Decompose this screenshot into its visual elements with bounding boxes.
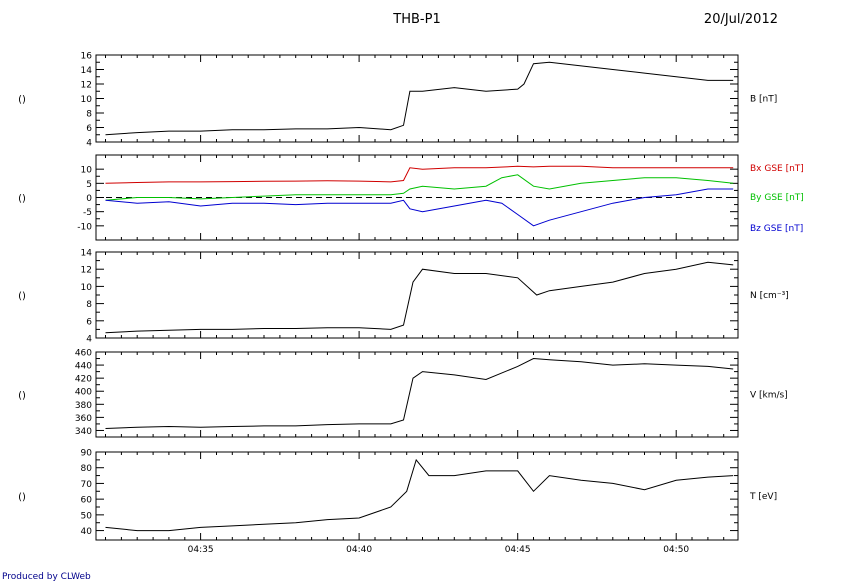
series-line	[105, 174, 734, 201]
panel-2: -10 -5 0 5 10 () Bx GSE [nT] By GSE [nT] Bz GSE …	[18, 154, 804, 241]
y-tick-label: 80	[81, 464, 93, 474]
panel-3: 4 6 8 10 12 14 () N [cm⁻³]	[18, 249, 789, 345]
credit-text: Produced by CLWeb	[2, 572, 91, 582]
y-tick-label: 12	[81, 81, 92, 91]
y-tick-label: 5	[86, 180, 92, 190]
panel-1: 4 6 8 10 12 14 16 () B [nT]	[18, 52, 777, 149]
x-tick-label: 04:50	[663, 545, 689, 555]
y-tick-label: 4	[86, 335, 92, 345]
x-tick-label: 04:40	[346, 545, 372, 555]
y-axis-label: ()	[18, 492, 26, 503]
figure-title: THB-P1	[392, 12, 440, 27]
y-tick-label: 40	[81, 527, 93, 537]
series-label: Bz GSE [nT]	[750, 224, 803, 234]
y-tick-label: 6	[86, 317, 92, 327]
x-tick-label: 04:45	[505, 545, 531, 555]
series-line	[105, 458, 734, 532]
y-tick-label: 10	[81, 283, 93, 293]
panel-4: 340 360 380 400 420 440 460 () V [km/s]	[18, 349, 788, 438]
y-tick-label: 50	[81, 511, 93, 521]
x-tick-label: 04:35	[188, 545, 214, 555]
y-tick-label: 14	[81, 66, 93, 76]
y-tick-label: 70	[81, 480, 93, 490]
y-tick-label: -5	[83, 208, 92, 218]
y-tick-label: 0	[86, 194, 92, 204]
y-tick-label: 60	[81, 496, 93, 506]
series-label: N [cm⁻³]	[750, 291, 789, 301]
figure-date: 20/Jul/2012	[704, 12, 778, 27]
panel-5: 40 50 60 70 80 90 () T [eV]	[18, 449, 777, 541]
series-line	[105, 188, 734, 227]
panel-frame	[95, 351, 739, 438]
series-line	[105, 165, 734, 184]
series-line	[105, 357, 734, 429]
y-tick-label: 400	[75, 388, 92, 398]
y-tick-label: 440	[75, 362, 92, 372]
y-tick-label: 420	[75, 375, 92, 385]
y-tick-label: 12	[81, 266, 92, 276]
y-axis-label: ()	[18, 291, 26, 302]
panel-frame	[95, 54, 739, 143]
y-tick-label: 10	[81, 95, 93, 105]
series-label: T [eV]	[749, 492, 777, 502]
series-line	[105, 261, 734, 334]
y-tick-label: 90	[81, 449, 93, 459]
y-axis-label: ()	[18, 391, 26, 402]
y-tick-label: 380	[75, 401, 92, 411]
y-tick-label: 8	[86, 300, 92, 310]
y-tick-label: 14	[81, 249, 93, 259]
y-tick-label: 4	[86, 139, 92, 149]
panels-group: 4 6 8 10 12 14 16 () B [nT] -10 -5 0 5 10 () Bx GSE [nT…	[18, 52, 804, 556]
y-tick-label: 340	[75, 427, 92, 437]
y-tick-label: 460	[75, 349, 92, 359]
series-label: By GSE [nT]	[750, 193, 804, 203]
y-tick-label: 8	[86, 110, 92, 120]
y-tick-label: -10	[77, 222, 92, 232]
series-line	[105, 61, 734, 136]
series-label: B [nT]	[750, 95, 777, 105]
y-tick-label: 16	[81, 52, 93, 62]
y-tick-label: 360	[75, 414, 92, 424]
series-label: Bx GSE [nT]	[750, 164, 804, 174]
y-axis-label: ()	[18, 194, 26, 205]
y-tick-label: 6	[86, 124, 92, 134]
y-tick-label: 10	[81, 166, 93, 176]
panel-frame	[95, 251, 739, 339]
y-axis-label: ()	[18, 95, 26, 106]
series-label: V [km/s]	[750, 391, 788, 401]
panel-frame	[95, 451, 739, 541]
